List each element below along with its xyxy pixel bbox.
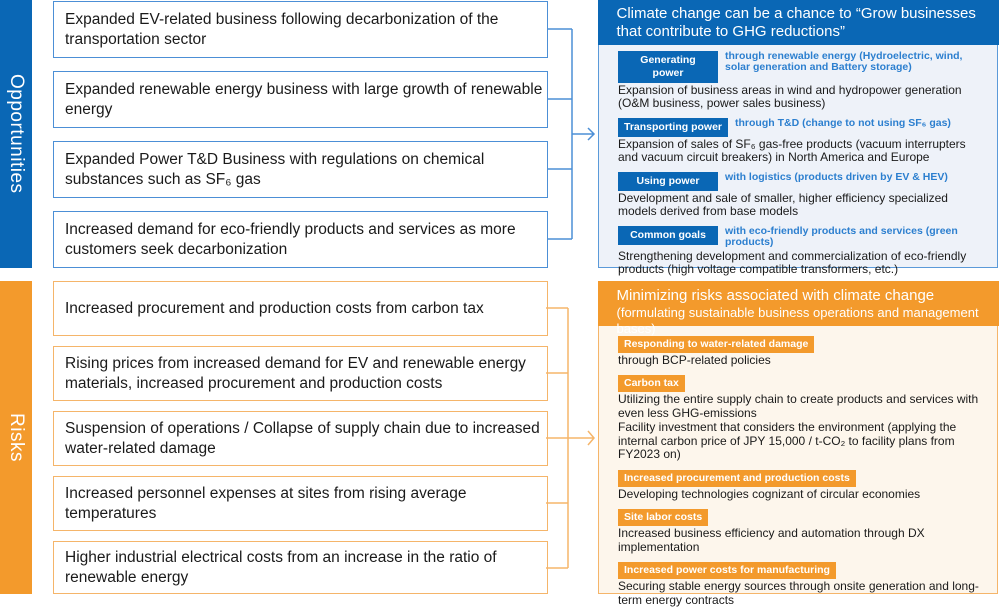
risks-panel-title: Minimizing risks associated with climate… bbox=[616, 286, 935, 304]
measure-description: Expansion of sales of SF₆ gas-free produ… bbox=[618, 136, 966, 164]
opportunity-box: Expanded renewable energy business with … bbox=[53, 71, 548, 128]
risk-measure: Increased power costs for manufacturing S… bbox=[618, 560, 987, 607]
measure-tag: Increased procurement and production cos… bbox=[618, 469, 856, 487]
measure-description: Expansion of business areas in wind and … bbox=[618, 82, 962, 110]
risk-measure: Carbon tax Utilizing the entire supply ch… bbox=[618, 373, 987, 462]
risk-box: Suspension of operations / Collapse of s… bbox=[53, 411, 548, 466]
risks-band: Risks bbox=[0, 281, 32, 594]
measure-tag: Increased power costs for manufacturing bbox=[618, 562, 836, 579]
measure-description: Strengthening development and commercial… bbox=[618, 248, 967, 276]
risk-box: Increased procurement and production cos… bbox=[53, 281, 548, 336]
risks-panel-header: Minimizing risks associated with climate… bbox=[597, 280, 999, 336]
opportunities-band: Opportunities bbox=[0, 0, 32, 268]
opportunities-connector-arrow bbox=[548, 28, 596, 240]
risk-box: Rising prices from increased demand for … bbox=[53, 346, 548, 401]
measure-subtitle: with logistics (products driven by EV & … bbox=[725, 170, 948, 183]
opportunity-box: Expanded Power T&D Business with regulat… bbox=[53, 141, 548, 198]
measure-description: Development and sale of smaller, higher … bbox=[618, 190, 948, 218]
measure-tag: Responding to water-related damage bbox=[618, 335, 815, 353]
opportunity-box: Increased demand for eco-friendly produc… bbox=[53, 211, 548, 268]
opportunity-measure: Transporting power through T&D (change to… bbox=[618, 116, 987, 165]
opportunity-box: Expanded EV-related business following d… bbox=[53, 1, 548, 58]
measure-subtitle: through T&D (change to not using SF₆ gas… bbox=[735, 116, 951, 129]
measure-tag: Common goals bbox=[618, 225, 718, 245]
measure-description: Facility investment that considers the e… bbox=[618, 420, 957, 461]
measure-description: through BCP-related policies bbox=[618, 352, 771, 367]
measure-subtitle: with eco-friendly products and services … bbox=[725, 224, 958, 248]
opportunities-label: Opportunities bbox=[6, 74, 27, 194]
risks-panel-subtitle: (formulating sustainable business operat… bbox=[616, 304, 979, 336]
measure-tag: Site labor costs bbox=[618, 509, 709, 526]
measure-tag: Transporting power bbox=[618, 117, 729, 137]
risk-measure: Site labor costs Increased business effic… bbox=[618, 507, 987, 554]
opportunity-measure: Using power with logistics (products driv… bbox=[618, 170, 987, 219]
risk-measure: Increased procurement and production cos… bbox=[618, 468, 987, 502]
opportunity-measure: Generating power through renewable energy… bbox=[618, 49, 987, 111]
measure-subtitle: through renewable energy (Hydroelectric,… bbox=[725, 49, 963, 73]
risks-connector-arrow bbox=[546, 307, 595, 569]
measure-tag: Generating power bbox=[618, 50, 718, 83]
measure-description: Developing technologies cognizant of cir… bbox=[618, 486, 921, 501]
risk-box: Increased personnel expenses at sites fr… bbox=[53, 476, 548, 531]
measure-description: Utilizing the entire supply chain to cre… bbox=[618, 392, 979, 420]
measure-description: Increased business efficiency and automa… bbox=[618, 526, 925, 554]
measure-tag: Using power bbox=[618, 171, 718, 191]
risk-measure: Responding to water-related damage throug… bbox=[618, 334, 987, 368]
risks-label: Risks bbox=[6, 413, 27, 462]
measure-tag: Carbon tax bbox=[618, 375, 685, 392]
opportunity-measure: Common goals with eco-friendly products a… bbox=[618, 224, 987, 277]
risks-panel: Minimizing risks associated with climate… bbox=[597, 280, 999, 606]
opportunities-panel: Climate change can be a chance to “Grow … bbox=[597, 0, 999, 276]
risk-box: Higher industrial electrical costs from … bbox=[53, 541, 548, 594]
opportunities-panel-title: Climate change can be a chance to “Grow … bbox=[597, 0, 999, 45]
